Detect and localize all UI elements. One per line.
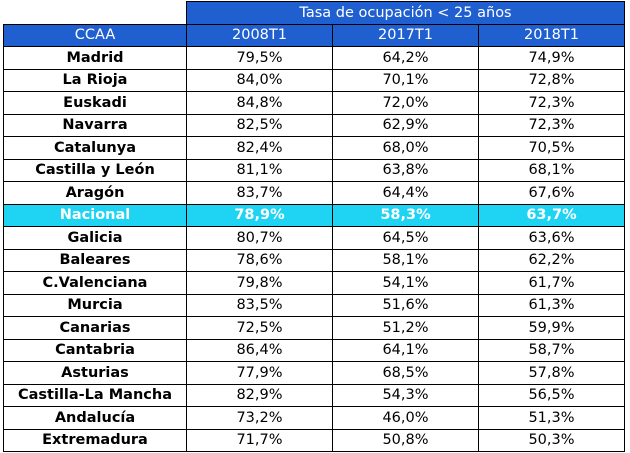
region-cell: Andalucía: [3, 406, 187, 430]
region-cell: Castilla y León: [3, 158, 187, 182]
region-cell: Madrid: [3, 46, 187, 70]
region-cell: Extremadura: [3, 428, 187, 452]
table-row: Euskadi 84,8% 72,0% 72,3%: [3, 91, 625, 115]
value-cell: 61,7%: [478, 271, 625, 295]
value-cell: 82,5%: [186, 113, 333, 137]
table-row: Aragón 83,7% 64,4% 67,6%: [3, 181, 625, 205]
region-cell: Baleares: [3, 248, 187, 272]
title-row: Tasa de ocupación < 25 años: [3, 1, 625, 25]
value-cell: 73,2%: [186, 406, 333, 430]
value-cell: 50,3%: [478, 428, 625, 452]
table-row: Cantabria 86,4% 64,1% 58,7%: [3, 338, 625, 362]
value-cell: 79,8%: [186, 271, 333, 295]
table-row: Andalucía 73,2% 46,0% 51,3%: [3, 406, 625, 430]
value-cell: 72,3%: [478, 91, 625, 115]
table-row: Castilla y León 81,1% 63,8% 68,1%: [3, 158, 625, 182]
value-cell: 78,9%: [186, 203, 333, 227]
value-cell: 86,4%: [186, 338, 333, 362]
value-cell: 56,5%: [478, 383, 625, 407]
value-cell: 77,9%: [186, 361, 333, 385]
value-cell: 62,9%: [332, 113, 479, 137]
region-cell: Aragón: [3, 181, 187, 205]
value-cell: 68,1%: [478, 158, 625, 182]
value-cell: 50,8%: [332, 428, 479, 452]
table-row: C.Valenciana 79,8% 54,1% 61,7%: [3, 271, 625, 295]
value-cell: 54,1%: [332, 271, 479, 295]
value-cell: 83,7%: [186, 181, 333, 205]
value-cell: 74,9%: [478, 46, 625, 70]
value-cell: 63,7%: [478, 203, 625, 227]
table-row: Canarias 72,5% 51,2% 59,9%: [3, 316, 625, 340]
region-cell: Euskadi: [3, 91, 187, 115]
value-cell: 51,2%: [332, 316, 479, 340]
value-cell: 58,3%: [332, 203, 479, 227]
region-cell: Galicia: [3, 226, 187, 250]
value-cell: 51,3%: [478, 406, 625, 430]
value-cell: 58,1%: [332, 248, 479, 272]
table-row: Catalunya 82,4% 68,0% 70,5%: [3, 136, 625, 160]
value-cell: 82,9%: [186, 383, 333, 407]
value-cell: 63,6%: [478, 226, 625, 250]
value-cell: 82,4%: [186, 136, 333, 160]
table-row: Galicia 80,7% 64,5% 63,6%: [3, 226, 625, 250]
region-cell: Navarra: [3, 113, 187, 137]
value-cell: 58,7%: [478, 338, 625, 362]
region-cell: Nacional: [3, 203, 187, 227]
region-cell: Castilla-La Mancha: [3, 383, 187, 407]
region-cell: Canarias: [3, 316, 187, 340]
value-cell: 62,2%: [478, 248, 625, 272]
value-cell: 51,6%: [332, 293, 479, 317]
region-cell: Catalunya: [3, 136, 187, 160]
region-cell: C.Valenciana: [3, 271, 187, 295]
value-cell: 71,7%: [186, 428, 333, 452]
table-row: Extremadura 71,7% 50,8% 50,3%: [3, 428, 625, 452]
blank-corner-cell: [3, 1, 187, 24]
region-cell: La Rioja: [3, 68, 187, 92]
value-cell: 70,5%: [478, 136, 625, 160]
value-cell: 83,5%: [186, 293, 333, 317]
value-cell: 72,5%: [186, 316, 333, 340]
region-cell: Asturias: [3, 361, 187, 385]
header-row: CCAA 2008T1 2017T1 2018T1: [3, 23, 625, 47]
region-cell: Murcia: [3, 293, 187, 317]
value-cell: 68,0%: [332, 136, 479, 160]
table-row: Murcia 83,5% 51,6% 61,3%: [3, 293, 625, 317]
table-title: Tasa de ocupación < 25 años: [186, 1, 625, 25]
value-cell: 63,8%: [332, 158, 479, 182]
region-cell: Cantabria: [3, 338, 187, 362]
value-cell: 67,6%: [478, 181, 625, 205]
table-row: Asturias 77,9% 68,5% 57,8%: [3, 361, 625, 385]
value-cell: 64,4%: [332, 181, 479, 205]
value-cell: 64,5%: [332, 226, 479, 250]
value-cell: 81,1%: [186, 158, 333, 182]
table-row: Baleares 78,6% 58,1% 62,2%: [3, 248, 625, 272]
value-cell: 72,0%: [332, 91, 479, 115]
table-row: Madrid 79,5% 64,2% 74,9%: [3, 46, 625, 70]
value-cell: 72,3%: [478, 113, 625, 137]
value-cell: 78,6%: [186, 248, 333, 272]
value-cell: 61,3%: [478, 293, 625, 317]
value-cell: 70,1%: [332, 68, 479, 92]
value-cell: 59,9%: [478, 316, 625, 340]
occupancy-table: Tasa de ocupación < 25 años CCAA 2008T1 201…: [3, 1, 625, 452]
value-cell: 46,0%: [332, 406, 479, 430]
value-cell: 64,2%: [332, 46, 479, 70]
column-header: 2018T1: [478, 23, 625, 47]
value-cell: 80,7%: [186, 226, 333, 250]
value-cell: 54,3%: [332, 383, 479, 407]
column-header: 2017T1: [332, 23, 479, 47]
value-cell: 64,1%: [332, 338, 479, 362]
column-header: CCAA: [3, 23, 187, 47]
value-cell: 84,8%: [186, 91, 333, 115]
table-row: La Rioja 84,0% 70,1% 72,8%: [3, 68, 625, 92]
value-cell: 72,8%: [478, 68, 625, 92]
column-header: 2008T1: [186, 23, 333, 47]
value-cell: 57,8%: [478, 361, 625, 385]
table-row: Castilla-La Mancha 82,9% 54,3% 56,5%: [3, 383, 625, 407]
value-cell: 79,5%: [186, 46, 333, 70]
value-cell: 84,0%: [186, 68, 333, 92]
value-cell: 68,5%: [332, 361, 479, 385]
table-row: Navarra 82,5% 62,9% 72,3%: [3, 113, 625, 137]
table-row-highlighted: Nacional 78,9% 58,3% 63,7%: [3, 203, 625, 227]
